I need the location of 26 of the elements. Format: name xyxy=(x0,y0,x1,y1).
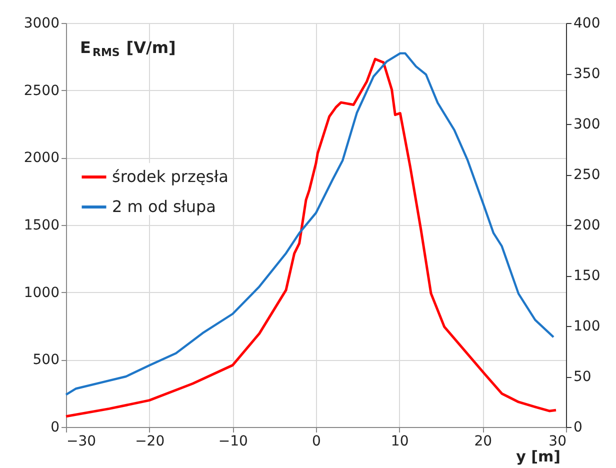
y2-tick-label: 300 xyxy=(574,116,600,132)
y-tick-label: 1500 xyxy=(24,218,60,234)
y2-tick-label: 0 xyxy=(574,420,582,436)
y2-tick-label: 50 xyxy=(574,369,592,385)
x-tick-label: −30 xyxy=(66,434,96,450)
y-tick-label: 3000 xyxy=(24,16,60,32)
y-tick-label: 2500 xyxy=(24,82,60,99)
y-tick-label: 2000 xyxy=(24,150,60,166)
x-tick-label: −10 xyxy=(218,434,248,450)
y2-tick-label: 150 xyxy=(574,268,600,284)
legend-label: 2 m od słupa xyxy=(112,197,216,216)
y-tick-label: 0 xyxy=(50,420,60,436)
x-tick-label: 30 xyxy=(548,434,566,450)
x-tick-label: 20 xyxy=(474,434,492,450)
y2-tick-label: 350 xyxy=(574,66,600,82)
x-axis-title: y [m] xyxy=(516,448,560,466)
y2-tick-label: 200 xyxy=(574,218,600,234)
legend-label: środek przęsła xyxy=(112,167,228,186)
y-tick-label: 1000 xyxy=(24,284,60,301)
x-tick-label: 0 xyxy=(312,434,321,450)
y-tick-label: 500 xyxy=(32,352,60,368)
y2-tick-label: 400 xyxy=(574,16,600,32)
y2-tick-label: 250 xyxy=(574,167,600,183)
x-tick-label: −20 xyxy=(135,434,165,450)
x-tick-label: 10 xyxy=(390,434,409,450)
y2-tick-label: 100 xyxy=(574,318,600,334)
